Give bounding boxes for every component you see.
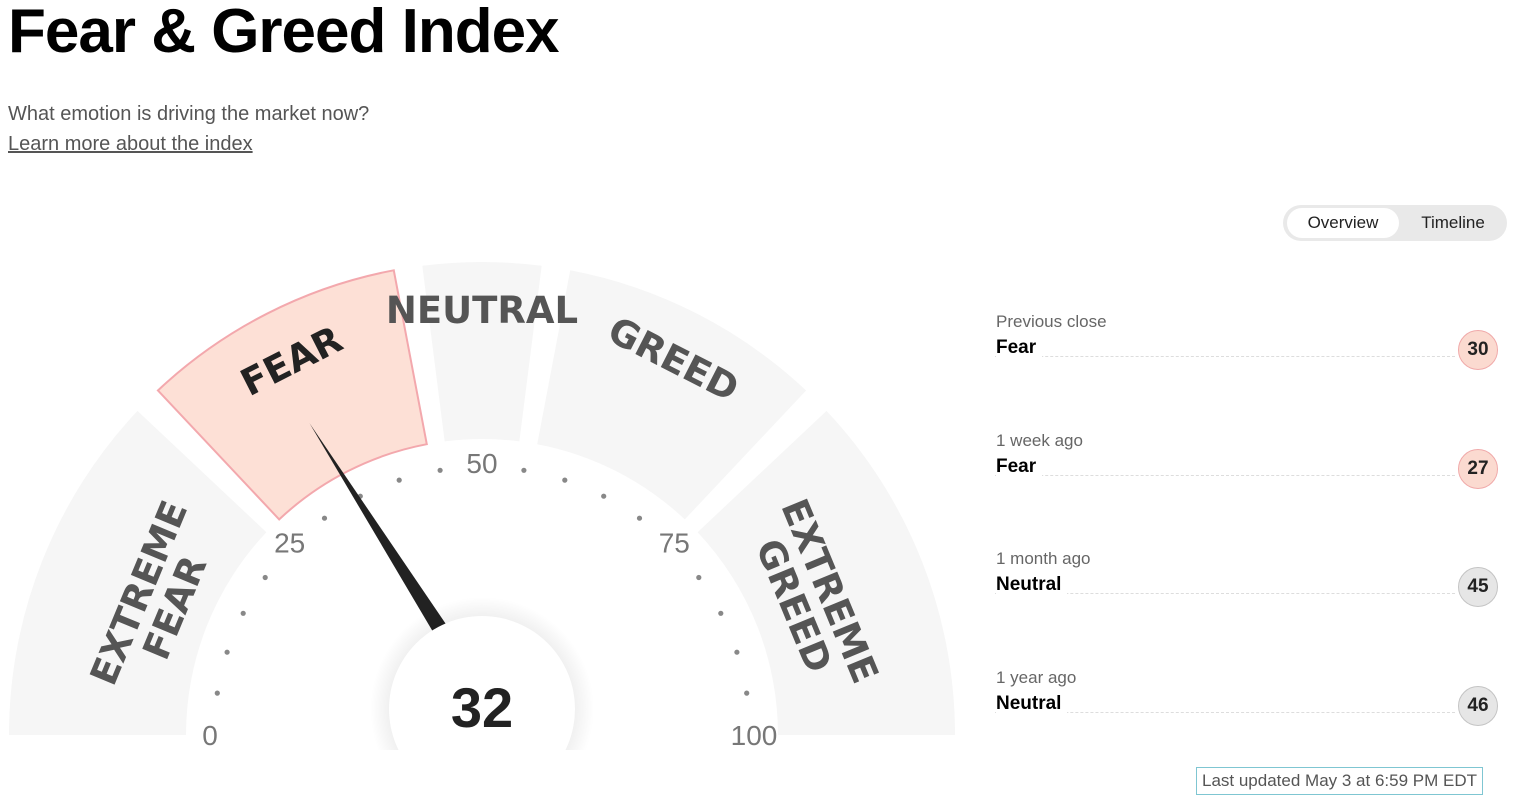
- history-row-1-year-ago: 1 year ago Neutral 46: [995, 668, 1505, 728]
- scale-label-50: 50: [466, 448, 497, 479]
- scale-label-100: 100: [731, 720, 778, 750]
- history-sentiment: Neutral: [996, 693, 1068, 715]
- history-sentiment: Neutral: [996, 574, 1068, 596]
- scale-tick: [214, 690, 220, 696]
- scale-tick: [240, 610, 246, 616]
- page-subtitle: What emotion is driving the market now?: [8, 103, 370, 125]
- scale-tick: [521, 467, 527, 473]
- segment-extreme-greed: [697, 410, 955, 735]
- history-score-badge: 45: [1458, 567, 1498, 607]
- scale-label-0: 0: [202, 720, 218, 750]
- scale-tick: [718, 610, 724, 616]
- segment-greed: [537, 270, 807, 520]
- tab-overview[interactable]: Overview: [1287, 208, 1399, 238]
- history-label: 1 month ago: [996, 549, 1091, 568]
- scale-tick: [744, 690, 750, 696]
- history-divider: [995, 593, 1455, 594]
- page-title: Fear & Greed Index: [8, 0, 560, 66]
- history-label: 1 year ago: [996, 668, 1077, 687]
- scale-tick: [396, 477, 402, 483]
- scale-tick: [262, 574, 268, 581]
- history-label: Previous close: [996, 312, 1107, 331]
- history-divider: [995, 475, 1455, 476]
- scale-label-75: 75: [659, 528, 690, 559]
- scale-tick: [321, 515, 328, 521]
- scale-tick: [696, 574, 702, 581]
- scale-tick: [224, 649, 230, 655]
- history-row-previous-close: Previous close Fear 30: [995, 312, 1505, 372]
- segment-extreme-fear: [9, 410, 267, 735]
- score-value: 32: [451, 676, 513, 739]
- history-row-1-month-ago: 1 month ago Neutral 45: [995, 549, 1505, 609]
- history-score-badge: 46: [1458, 686, 1498, 726]
- scale-label-25: 25: [274, 528, 305, 559]
- score-circle: [389, 616, 575, 750]
- history-sentiment: Fear: [996, 337, 1043, 359]
- learn-more-link[interactable]: Learn more about the index: [8, 133, 253, 155]
- tab-timeline[interactable]: Timeline: [1421, 213, 1485, 232]
- segment-neutral: [422, 261, 542, 442]
- history-divider: [995, 356, 1455, 357]
- segment-fear: [156, 269, 428, 521]
- scale-tick: [562, 477, 568, 483]
- history-score-badge: 30: [1458, 330, 1498, 370]
- scale-tick: [734, 649, 740, 655]
- scale-tick: [437, 467, 443, 473]
- history-sentiment: Fear: [996, 456, 1043, 478]
- history-score-badge: 27: [1458, 449, 1498, 489]
- scale-tick: [636, 515, 643, 521]
- view-toggle: Overview Timeline: [1283, 205, 1507, 241]
- scale-tick: [601, 493, 607, 499]
- history-label: 1 week ago: [996, 431, 1083, 450]
- last-updated-timestamp: Last updated May 3 at 6:59 PM EDT: [1196, 767, 1483, 795]
- history-divider: [995, 712, 1455, 713]
- history-row-1-week-ago: 1 week ago Fear 27: [995, 431, 1505, 491]
- segment-neutral-label: NEUTRAL: [386, 289, 578, 332]
